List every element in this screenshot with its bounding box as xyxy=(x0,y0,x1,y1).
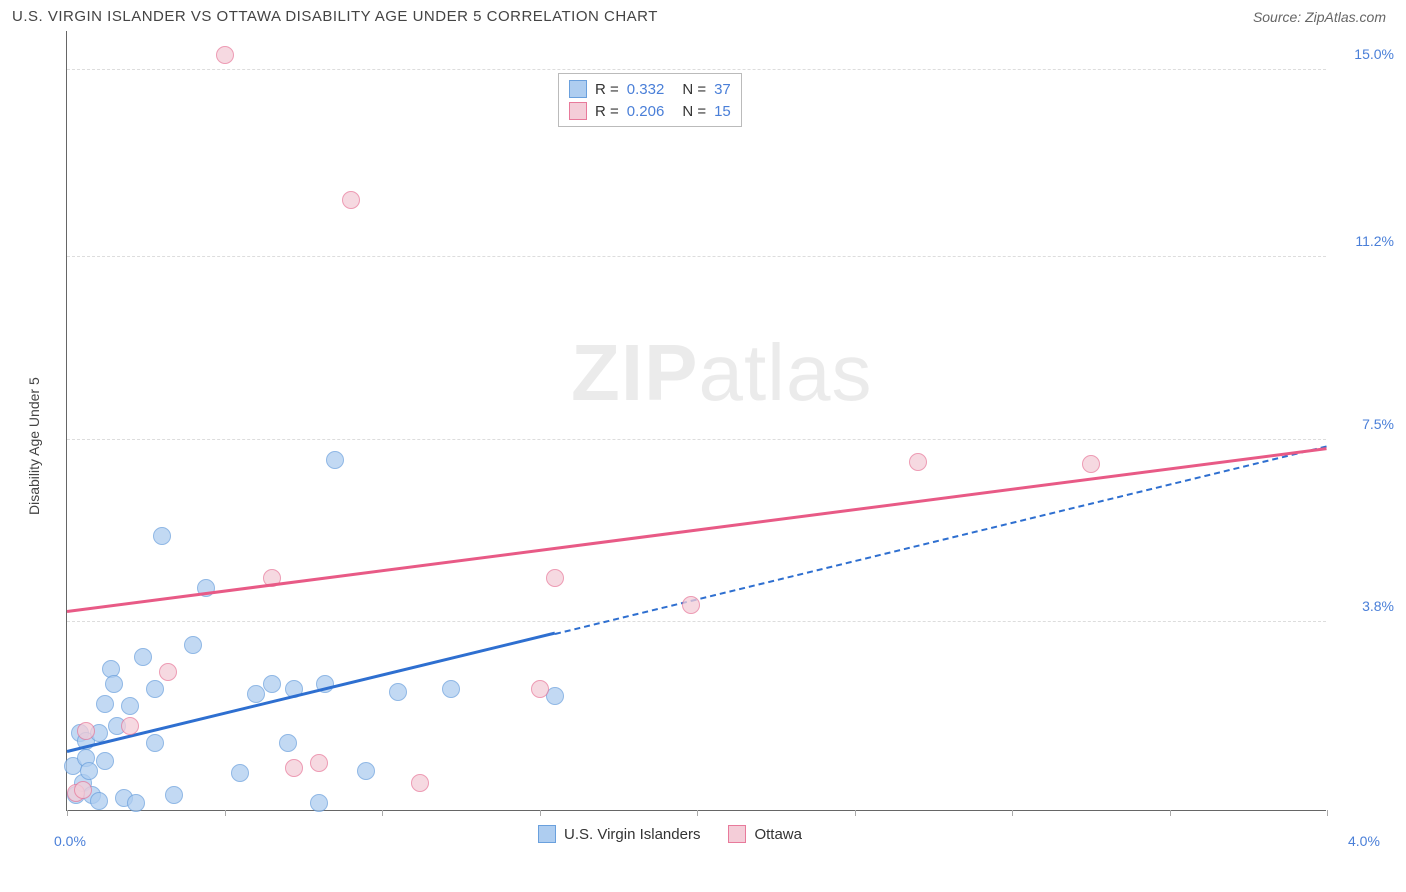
data-point xyxy=(909,453,927,471)
xtick xyxy=(382,810,383,816)
data-point xyxy=(77,722,95,740)
data-point xyxy=(531,680,549,698)
grid-line xyxy=(67,256,1326,257)
xtick xyxy=(67,810,68,816)
xtick xyxy=(540,810,541,816)
ytick-label: 15.0% xyxy=(1354,46,1394,62)
legend-n-value: 15 xyxy=(714,103,731,120)
data-point xyxy=(74,781,92,799)
yaxis-label: Disability Age Under 5 xyxy=(26,377,42,515)
legend-n-value: 37 xyxy=(714,81,731,98)
trend-line xyxy=(555,445,1327,635)
chart-title: U.S. VIRGIN ISLANDER VS OTTAWA DISABILIT… xyxy=(12,8,658,25)
stats-legend-row: R = 0.332 N = 37 xyxy=(569,78,731,100)
data-point xyxy=(1082,455,1100,473)
data-point xyxy=(121,717,139,735)
legend-n-label: N = xyxy=(682,81,706,98)
data-point xyxy=(146,734,164,752)
correlation-chart: 3.8%7.5%11.2%15.0%ZIPatlas0.0%4.0%Disabi… xyxy=(18,31,1398,871)
data-point xyxy=(159,663,177,681)
data-point xyxy=(134,648,152,666)
source-prefix: Source: xyxy=(1253,9,1305,25)
plot-area: 3.8%7.5%11.2%15.0%ZIPatlas xyxy=(66,31,1326,811)
legend-r-value: 0.206 xyxy=(627,103,665,120)
data-point xyxy=(96,752,114,770)
ytick-label: 11.2% xyxy=(1355,233,1394,249)
xtick xyxy=(855,810,856,816)
source-label: Source: ZipAtlas.com xyxy=(1253,9,1386,25)
data-point xyxy=(105,675,123,693)
data-point xyxy=(389,683,407,701)
series-name: U.S. Virgin Islanders xyxy=(564,826,700,843)
data-point xyxy=(285,759,303,777)
data-point xyxy=(96,695,114,713)
xtick xyxy=(1170,810,1171,816)
source-name: ZipAtlas.com xyxy=(1305,9,1386,25)
series-name: Ottawa xyxy=(754,826,802,843)
legend-swatch xyxy=(538,825,556,843)
data-point xyxy=(326,451,344,469)
data-point xyxy=(121,697,139,715)
xtick xyxy=(1327,810,1328,816)
data-point xyxy=(216,46,234,64)
data-point xyxy=(165,786,183,804)
stats-legend: R = 0.332 N = 37 R = 0.206 N = 15 xyxy=(558,73,742,127)
data-point xyxy=(247,685,265,703)
ytick-label: 3.8% xyxy=(1362,598,1394,614)
xtick xyxy=(697,810,698,816)
legend-r-label: R = xyxy=(595,81,619,98)
xaxis-min-label: 0.0% xyxy=(54,833,86,849)
legend-swatch xyxy=(569,102,587,120)
data-point xyxy=(146,680,164,698)
data-point xyxy=(263,675,281,693)
data-point xyxy=(682,596,700,614)
data-point xyxy=(442,680,460,698)
legend-r-label: R = xyxy=(595,103,619,120)
legend-swatch xyxy=(569,80,587,98)
trend-line xyxy=(67,447,1327,613)
grid-line xyxy=(67,621,1326,622)
xtick xyxy=(225,810,226,816)
data-point xyxy=(153,527,171,545)
series-legend-item: Ottawa xyxy=(728,825,802,843)
series-legend: U.S. Virgin Islanders Ottawa xyxy=(538,825,802,843)
data-point xyxy=(90,792,108,810)
legend-swatch xyxy=(728,825,746,843)
xtick xyxy=(1012,810,1013,816)
xaxis-max-label: 4.0% xyxy=(1348,833,1380,849)
data-point xyxy=(546,687,564,705)
data-point xyxy=(310,754,328,772)
watermark: ZIPatlas xyxy=(571,327,872,419)
data-point xyxy=(184,636,202,654)
grid-line xyxy=(67,439,1326,440)
data-point xyxy=(411,774,429,792)
data-point xyxy=(80,762,98,780)
data-point xyxy=(279,734,297,752)
grid-line xyxy=(67,69,1326,70)
data-point xyxy=(357,762,375,780)
legend-n-label: N = xyxy=(682,103,706,120)
series-legend-item: U.S. Virgin Islanders xyxy=(538,825,700,843)
legend-r-value: 0.332 xyxy=(627,81,665,98)
data-point xyxy=(310,794,328,812)
data-point xyxy=(546,569,564,587)
data-point xyxy=(127,794,145,812)
data-point xyxy=(342,191,360,209)
stats-legend-row: R = 0.206 N = 15 xyxy=(569,100,731,122)
ytick-label: 7.5% xyxy=(1362,416,1394,432)
data-point xyxy=(231,764,249,782)
